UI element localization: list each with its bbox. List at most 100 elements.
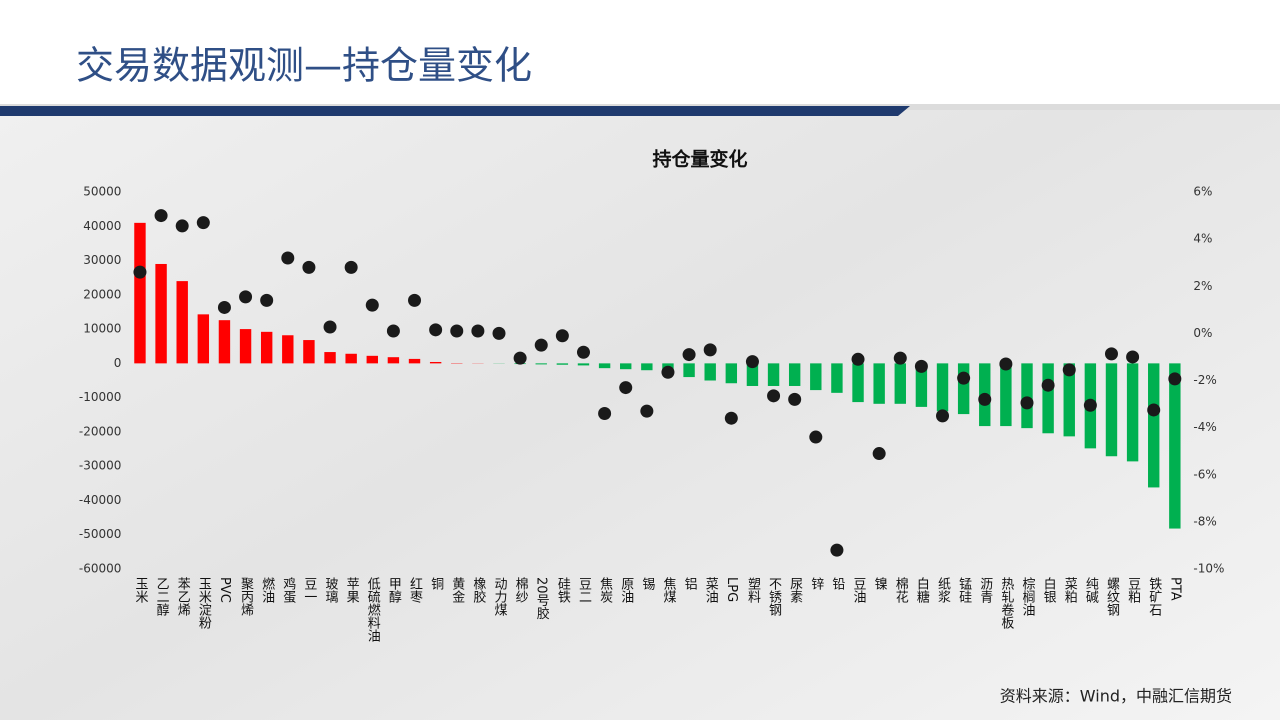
point	[683, 348, 696, 361]
bar	[937, 363, 948, 411]
x-tick-label: 聚丙烯	[238, 577, 254, 616]
bar	[852, 363, 863, 402]
chart-title: 持仓量变化	[652, 148, 747, 171]
x-tick-label: 不锈钢	[766, 577, 782, 617]
point	[1042, 379, 1055, 392]
x-tick-label: 硅铁	[555, 577, 571, 603]
point	[936, 409, 949, 422]
point	[218, 301, 231, 314]
x-tick-label: 橡胶	[470, 577, 486, 604]
bar	[536, 363, 547, 364]
point	[725, 412, 738, 425]
point	[1063, 363, 1076, 376]
x-tick-label: 铅	[829, 577, 845, 590]
x-tick-label: 白糖	[914, 576, 930, 604]
x-tick-label: 玻璃	[323, 577, 339, 603]
bar	[303, 340, 314, 363]
x-tick-label: 镍	[872, 577, 888, 590]
x-tick-label: 豆油	[851, 577, 867, 603]
y-tick-label: 50000	[83, 185, 121, 199]
point	[133, 266, 146, 279]
x-tick-label: 原油	[618, 577, 634, 603]
point	[1147, 403, 1160, 416]
x-tick-label: 焦炭	[597, 577, 613, 604]
y-tick-label: -20000	[79, 424, 122, 438]
point	[767, 389, 780, 402]
y-tick-label: -30000	[79, 459, 122, 473]
bar	[1169, 363, 1180, 528]
bar	[282, 335, 293, 363]
bar	[810, 363, 821, 390]
slide-title: 交易数据观测—持仓量变化	[76, 44, 532, 88]
x-tick-label: 玉米淀粉	[196, 577, 212, 629]
y-tick-label: 40000	[83, 219, 121, 233]
point	[1105, 347, 1118, 360]
y2-tick-label: -4%	[1193, 420, 1216, 434]
x-tick-label: 锡	[639, 577, 655, 590]
bar	[1127, 363, 1138, 461]
bar	[1148, 363, 1159, 487]
bar	[683, 363, 694, 377]
x-tick-label: PTA	[1167, 577, 1182, 601]
point	[471, 325, 484, 338]
bar	[367, 356, 378, 364]
bar	[895, 363, 906, 403]
bar	[789, 363, 800, 386]
x-tick-label: 动力煤	[492, 577, 508, 616]
point	[324, 321, 337, 334]
x-tick-label: 甲醇	[386, 577, 402, 603]
point	[260, 294, 273, 307]
point	[746, 355, 759, 368]
bar	[620, 363, 631, 369]
bar	[641, 363, 652, 370]
x-tick-label: 苹果	[344, 577, 360, 603]
x-tick-label: 白银	[1041, 576, 1057, 603]
x-tick-label: 塑料	[745, 577, 761, 603]
x-tick-label: 乙二醇	[154, 577, 170, 616]
point	[345, 261, 358, 274]
bar	[240, 329, 251, 363]
bar	[557, 363, 568, 364]
point	[302, 261, 315, 274]
y2-tick-label: 6%	[1193, 185, 1212, 199]
header-bar	[0, 106, 910, 116]
y2-tick-label: 0%	[1193, 326, 1212, 340]
point	[556, 329, 569, 342]
x-tick-label: 螺纹钢	[1104, 577, 1120, 617]
bar	[345, 354, 356, 364]
point	[915, 360, 928, 373]
point	[366, 299, 379, 312]
point	[429, 323, 442, 336]
bar	[578, 363, 589, 365]
x-tick-label: 焦煤	[660, 577, 676, 603]
bar	[261, 332, 272, 364]
x-tick-label: 锰硅	[956, 577, 972, 603]
point	[176, 219, 189, 232]
x-tick-label: 豆一	[301, 577, 317, 603]
y-tick-label: 10000	[83, 322, 121, 336]
y-tick-label: 30000	[83, 253, 121, 267]
y-tick-label: 20000	[83, 287, 121, 301]
point	[155, 209, 168, 222]
bar	[958, 363, 969, 414]
point	[830, 544, 843, 557]
bar	[324, 352, 335, 363]
y2-tick-label: -2%	[1193, 373, 1216, 387]
x-tick-label: 红枣	[407, 576, 423, 603]
y2-tick-label: 4%	[1193, 232, 1212, 246]
bar	[198, 314, 209, 363]
point	[661, 366, 674, 379]
bar	[768, 363, 779, 386]
x-tick-label: 铝	[682, 577, 698, 590]
point	[852, 353, 865, 366]
bar	[1042, 363, 1053, 433]
point	[450, 325, 463, 338]
point	[978, 393, 991, 406]
point	[894, 352, 907, 365]
point	[809, 431, 822, 444]
bar	[704, 363, 715, 380]
source-note: 资料来源：Wind，中融汇信期货	[1000, 687, 1232, 706]
x-tick-label: 玉米	[132, 577, 148, 603]
point	[387, 325, 400, 338]
